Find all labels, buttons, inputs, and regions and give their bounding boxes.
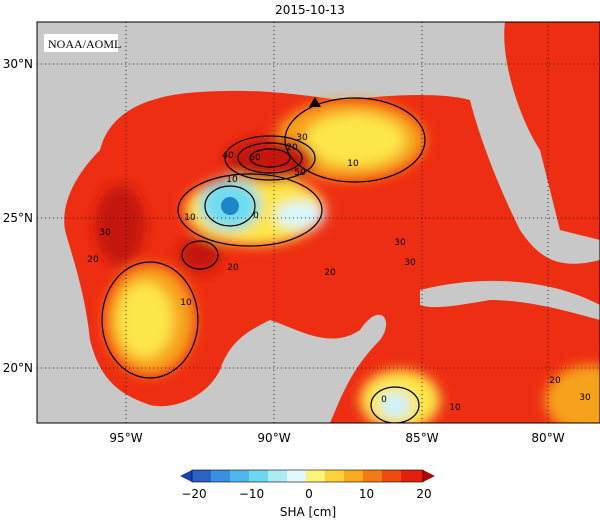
lat-label: 20°N: [3, 361, 33, 375]
contour-label: 60: [249, 153, 261, 163]
contours: [101, 97, 426, 423]
contour-label: 10: [449, 403, 461, 413]
lon-label: 85°W: [405, 431, 438, 445]
colorbar-tick-label: 0: [305, 487, 313, 501]
colorbar-tick-label: 10: [359, 487, 374, 501]
station-marker: [309, 97, 321, 107]
graticule: [37, 22, 600, 423]
contour-label: 20: [87, 255, 99, 265]
contour-label: 30: [296, 133, 308, 143]
contour-label: 0: [253, 211, 259, 221]
contour-label: 30: [99, 228, 111, 238]
contour-label: 20: [324, 268, 336, 278]
lat-labels: 30°N 25°N 20°N: [3, 57, 33, 375]
colorbar-label: SHA [cm]: [280, 505, 336, 519]
contour-label: 10: [347, 159, 359, 169]
map-title: 2015-10-13: [275, 3, 345, 17]
contour-label: 20: [286, 143, 298, 153]
lon-labels: 95°W 90°W 85°W 80°W: [109, 431, 564, 445]
lat-label: 25°N: [3, 211, 33, 225]
colorbar-tick-label: −20: [181, 487, 206, 501]
contour-label: 50: [294, 168, 306, 178]
contour-label: 10: [226, 175, 238, 185]
colorbar: [180, 469, 435, 483]
contour-label: 30: [394, 238, 406, 248]
cuba: [420, 280, 600, 320]
contour-label: 10: [180, 298, 192, 308]
contour-label: 20: [227, 263, 239, 273]
lat-label: 30°N: [3, 57, 33, 71]
contour-label: 10: [184, 213, 196, 223]
lon-label: 80°W: [531, 431, 564, 445]
colorbar-tick-label: 20: [416, 487, 431, 501]
contour-label: 30: [404, 258, 416, 268]
contour-label: 40: [222, 151, 234, 161]
source-box: [44, 34, 118, 52]
source-label: NOAA/AOML: [48, 37, 121, 51]
core-low: [221, 197, 239, 215]
contour-label: 20: [549, 376, 561, 386]
lon-label: 90°W: [257, 431, 290, 445]
map-frame: [36, 21, 600, 424]
colorbar-tick-label: −10: [239, 487, 264, 501]
contour-label: 30: [579, 393, 591, 403]
colorbar-ticks: −20 −10 0 10 20: [181, 487, 431, 501]
contour-label: 0: [381, 395, 387, 405]
lon-label: 95°W: [109, 431, 142, 445]
